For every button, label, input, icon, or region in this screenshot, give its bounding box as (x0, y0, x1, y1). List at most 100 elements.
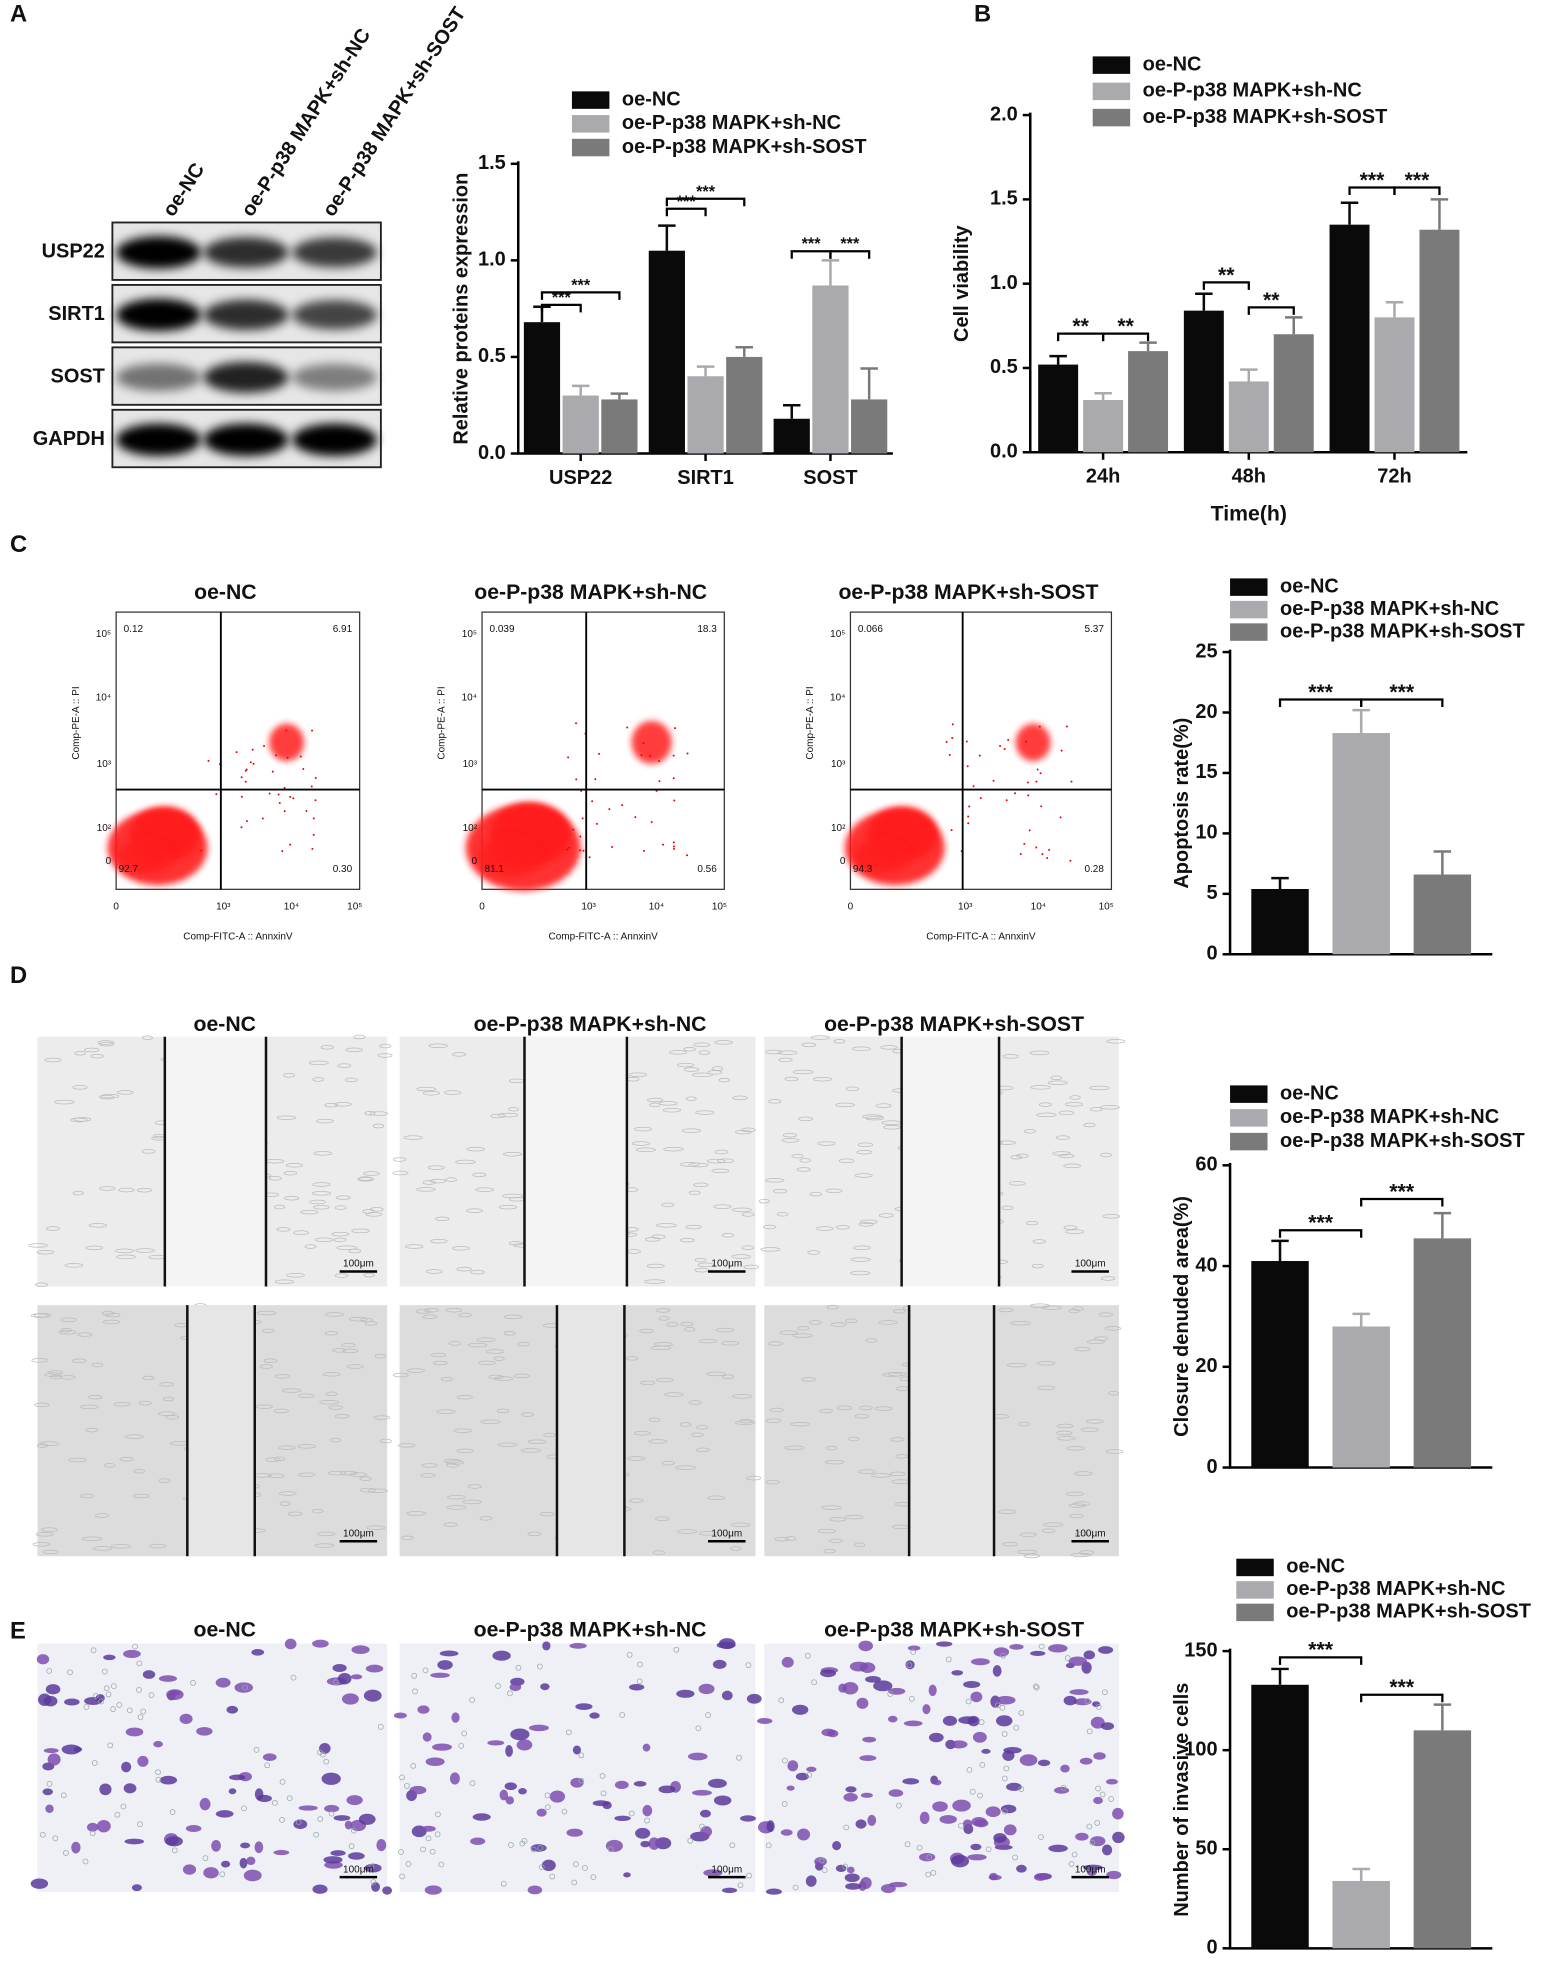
pore (67, 1669, 73, 1676)
significance-label: *** (696, 183, 716, 201)
cell-texture (677, 1062, 695, 1068)
stained-cell (820, 1669, 837, 1678)
pore (530, 1846, 537, 1853)
stained-cell (549, 1790, 566, 1803)
cell-texture (835, 1225, 850, 1230)
cell-texture (883, 1125, 901, 1130)
quadrant-value: 0.12 (124, 624, 144, 635)
stained-cell (740, 1815, 756, 1822)
flow-y-tick: 0 (471, 856, 477, 867)
stained-cell (970, 1691, 983, 1703)
stained-cell (765, 1888, 782, 1895)
stained-cell (919, 1852, 936, 1862)
cell-texture (357, 1177, 375, 1182)
stained-cell (805, 1875, 817, 1887)
stained-cell (981, 1748, 991, 1754)
pore (350, 1827, 357, 1834)
pore (469, 1780, 476, 1787)
flow-event (1070, 780, 1073, 783)
stained-cell (859, 1755, 877, 1762)
cell-texture (77, 1332, 93, 1337)
stained-cell (124, 1838, 144, 1845)
stained-cell (499, 1789, 509, 1801)
cell-texture (297, 1444, 317, 1449)
cell-texture (1042, 1522, 1064, 1527)
cell-texture (850, 1257, 871, 1262)
bar (773, 418, 810, 454)
cell-texture (699, 1338, 718, 1344)
flow-event (634, 816, 637, 819)
bar (523, 322, 561, 454)
stained-cell (1112, 1831, 1125, 1844)
stained-cell (240, 1842, 251, 1849)
cell-texture (890, 1437, 905, 1442)
pore (399, 1873, 405, 1880)
pore (241, 1805, 247, 1812)
pore (410, 1763, 417, 1769)
cell-texture (635, 1147, 656, 1153)
cell-texture (850, 1270, 871, 1276)
y-tick-label: 0.0 (990, 441, 1018, 463)
flow-event (572, 828, 575, 831)
stained-cell (1081, 1661, 1092, 1674)
stained-cell (995, 1715, 1013, 1727)
pore (110, 1683, 117, 1689)
cell-texture (279, 1501, 291, 1506)
cell-texture (1066, 1491, 1084, 1497)
pore (578, 1777, 585, 1784)
cell-texture (379, 1043, 392, 1049)
pore (582, 1865, 588, 1871)
cell-texture (1019, 1532, 1037, 1537)
cell-texture (1058, 1153, 1075, 1159)
cell-texture (801, 1377, 816, 1382)
cell-texture (369, 1207, 384, 1212)
cell-texture (854, 1173, 873, 1178)
cell-texture (730, 1546, 742, 1551)
cell-texture (650, 1345, 672, 1351)
stained-cell (73, 1746, 83, 1752)
stained-cell (780, 1829, 793, 1836)
cell-texture (1058, 1110, 1075, 1116)
pore (420, 1846, 426, 1853)
cell-texture (1066, 1446, 1085, 1451)
scale-bar-label: 100μm (711, 1528, 742, 1539)
stained-cell (967, 1854, 987, 1861)
cell-texture (1002, 1541, 1018, 1547)
pore (746, 1872, 752, 1879)
flow-event (1069, 859, 1072, 862)
cell-texture (421, 1463, 438, 1468)
flow-event (1035, 846, 1038, 849)
cell-texture (784, 1076, 799, 1082)
flow-population (854, 838, 910, 874)
error-bar (1195, 292, 1213, 311)
stained-cell (993, 1647, 1010, 1657)
cell-texture (285, 1162, 303, 1168)
cell-texture (90, 1053, 104, 1059)
pore (1095, 1704, 1102, 1710)
cell-texture (43, 1549, 59, 1555)
stained-cell (989, 1872, 998, 1881)
pore (966, 1767, 973, 1773)
cell-texture (440, 1376, 453, 1382)
pore (985, 1846, 992, 1853)
stained-cell (439, 1650, 459, 1657)
cell-texture (312, 1508, 324, 1514)
cell-texture (739, 1419, 753, 1424)
cell-texture (1050, 1075, 1063, 1081)
pore (328, 1810, 335, 1817)
legend-swatch (571, 115, 610, 133)
flow-x-tick: 10⁴ (649, 901, 664, 912)
stained-cell (928, 1684, 937, 1697)
cell-texture (298, 1472, 316, 1478)
wound-title: oe-P-p38 MAPK+sh-SOST (824, 1013, 1084, 1036)
bar (1413, 874, 1472, 955)
cell-texture (693, 1042, 711, 1048)
y-tick-label: 1.0 (478, 249, 506, 271)
cell-texture (85, 1245, 104, 1251)
stained-cell (795, 1772, 809, 1781)
cell-texture (815, 1226, 834, 1231)
bar (687, 376, 724, 454)
stained-cell (963, 1680, 981, 1689)
stained-cell (635, 1827, 651, 1839)
stained-cell (363, 1689, 382, 1702)
